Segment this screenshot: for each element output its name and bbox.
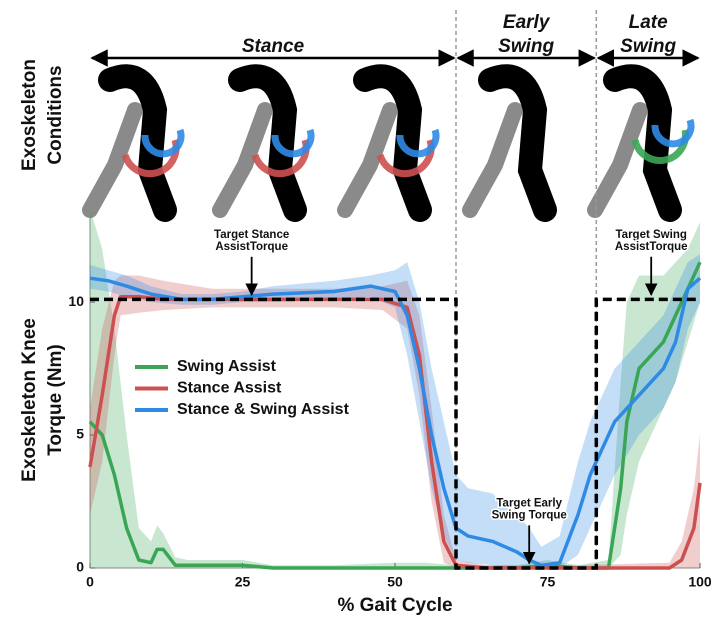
annotation: AssistTorque [615, 241, 688, 253]
legend-label: Swing Assist [177, 358, 277, 375]
leg-back [212, 102, 273, 218]
phase-label: Late [629, 12, 669, 33]
torque-arrow [651, 118, 695, 148]
leg-front [353, 64, 432, 222]
conditions-label: Exoskeleton [19, 59, 40, 171]
torque-arrow [141, 128, 185, 158]
leg-back [462, 102, 523, 218]
torque-arrow [271, 128, 315, 158]
x-tick-label: 100 [688, 574, 712, 590]
phase-label: Stance [242, 36, 305, 57]
confidence-band [90, 275, 700, 568]
x-tick-label: 0 [86, 574, 94, 590]
annotation: Swing Torque [492, 509, 567, 521]
leg-front [98, 64, 177, 222]
x-tick-label: 50 [387, 574, 403, 590]
series-line [88, 261, 702, 570]
leg-front [228, 64, 307, 222]
legend-label: Stance & Swing Assist [177, 401, 350, 418]
y-tick-label: 10 [68, 293, 84, 309]
y-axis-title: Torque (Nm) [45, 344, 66, 456]
gait-figure [587, 64, 695, 222]
y-tick-label: 0 [76, 559, 84, 575]
target-line [90, 297, 700, 570]
annotation: Target Swing [616, 229, 687, 241]
phase-label: Swing [498, 36, 554, 57]
y-axis-title: Exoskeleton Knee [19, 318, 40, 482]
legend-label: Stance Assist [177, 380, 282, 397]
leg-back [337, 102, 398, 218]
annotation: AssistTorque [215, 241, 288, 253]
torque-arrow [396, 128, 440, 158]
y-tick-label: 5 [76, 426, 84, 442]
x-tick-label: 75 [540, 574, 556, 590]
annotation: Target Early [496, 497, 562, 509]
illustrations [82, 64, 695, 222]
annotation: Target Stance [214, 229, 289, 241]
series-line [88, 295, 702, 570]
gait-figure [212, 64, 315, 222]
conditions-label: Conditions [45, 65, 66, 164]
leg-back [82, 102, 143, 218]
gait-figure [462, 64, 557, 222]
leg-back [587, 102, 648, 218]
x-axis-title: % Gait Cycle [337, 595, 452, 616]
x-tick-label: 25 [235, 574, 251, 590]
gait-figure [82, 64, 185, 222]
gait-figure [337, 64, 440, 222]
phase-label: Swing [620, 36, 676, 57]
leg-front [478, 64, 557, 222]
leg-front [603, 64, 682, 222]
phase-label: Early [503, 12, 551, 33]
